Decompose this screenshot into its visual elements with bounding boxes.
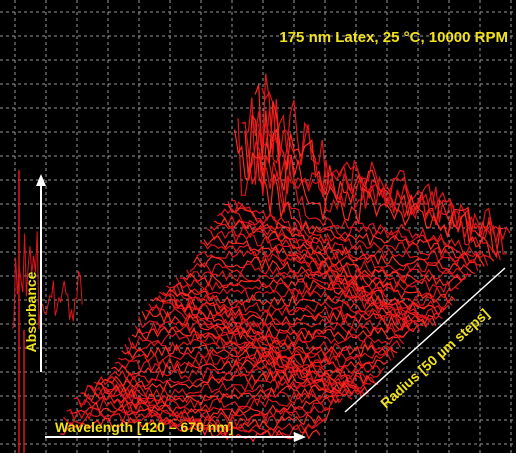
trace: [237, 118, 489, 266]
trace: [134, 320, 392, 368]
trace: [155, 294, 411, 338]
trace: [151, 297, 408, 342]
x-arrowhead: [294, 432, 306, 442]
trace: [186, 269, 440, 321]
trace: [189, 261, 443, 320]
trace: [66, 406, 327, 435]
trace: [59, 416, 321, 443]
trace: [203, 235, 456, 304]
trace: [175, 276, 431, 328]
trace: [148, 302, 405, 346]
trace: [70, 401, 331, 432]
trace: [220, 208, 472, 276]
trace: [169, 283, 424, 328]
trace: [138, 316, 395, 363]
trace: [241, 121, 492, 259]
trace: [172, 281, 427, 328]
trace: [100, 371, 359, 395]
y-arrowhead: [36, 174, 46, 186]
trace: [93, 380, 353, 404]
trace: [234, 129, 485, 267]
trace: [224, 203, 475, 275]
trace: [124, 338, 382, 381]
trace: [107, 362, 366, 397]
trace: [83, 384, 343, 417]
trace: [231, 199, 482, 267]
trace: [217, 212, 469, 281]
x-axis-label: Wavelength [420 – 670 nm]: [55, 419, 233, 435]
trace: [162, 288, 418, 333]
trace: [62, 409, 324, 439]
traces: [11, 73, 511, 453]
trace: [141, 310, 398, 358]
trace: [182, 272, 437, 327]
trace: [210, 223, 463, 294]
trace: [192, 255, 446, 317]
depth-line: [344, 267, 506, 413]
trace: [206, 228, 459, 299]
trace: [179, 277, 434, 327]
title: 175 nm Latex, 25 °C, 10000 RPM: [279, 29, 508, 46]
y-axis-label: Absorbance: [23, 271, 39, 352]
trace: [254, 84, 504, 258]
trace: [104, 367, 363, 398]
trace: [227, 201, 479, 271]
trace: [80, 391, 340, 421]
trace: [158, 291, 414, 333]
trace: [11, 231, 83, 330]
trace: [247, 97, 498, 259]
trace: [244, 114, 495, 262]
trace: [261, 87, 511, 241]
